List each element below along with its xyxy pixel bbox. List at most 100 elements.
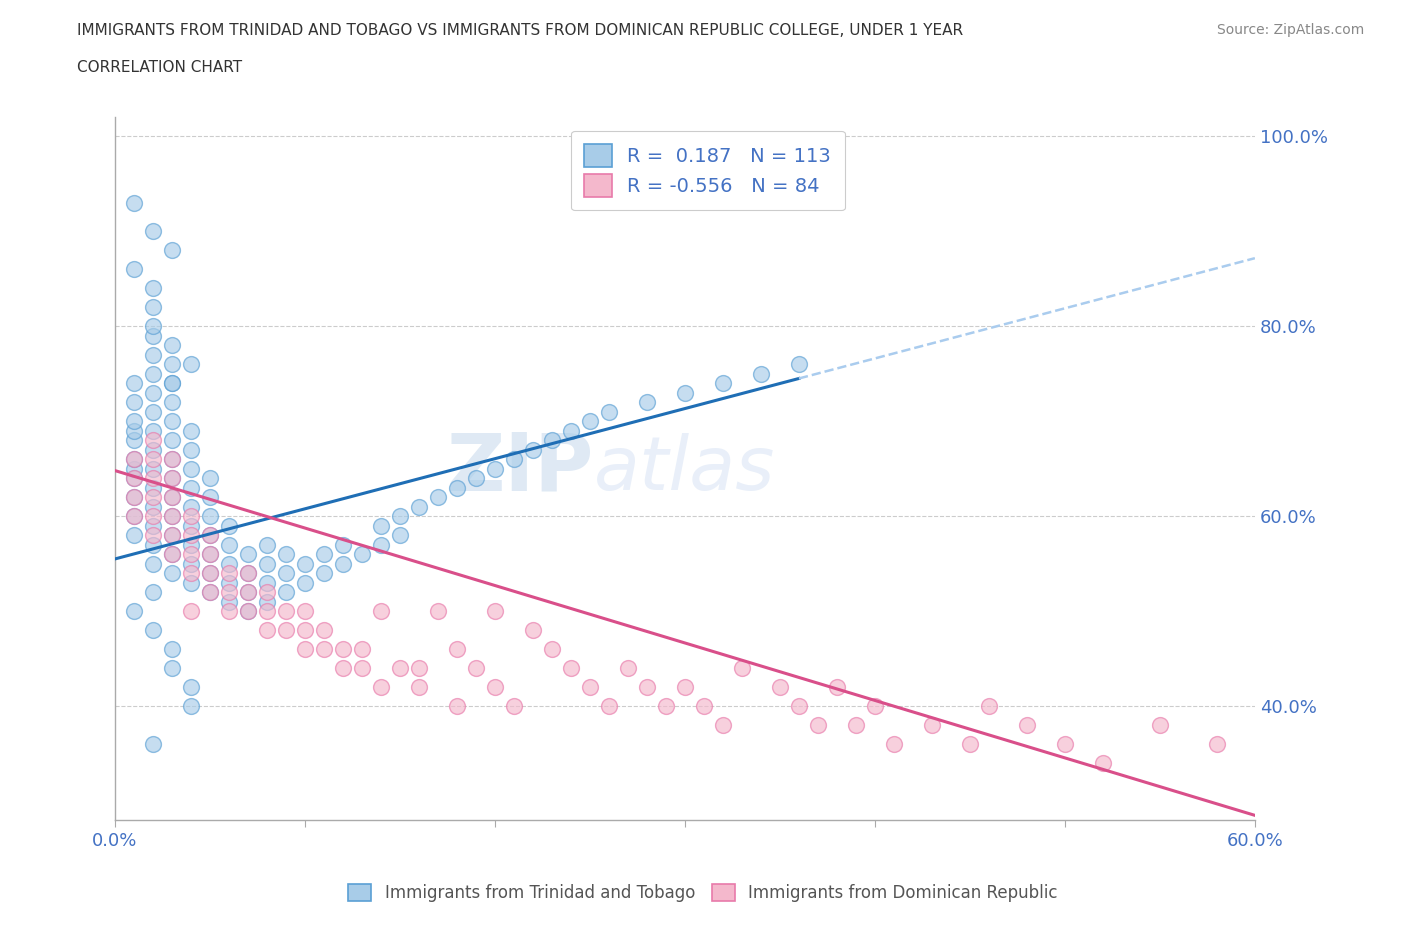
- Point: [142, 299, 165, 314]
- Point: [160, 338, 183, 352]
- Point: [465, 471, 488, 485]
- Point: [142, 432, 165, 447]
- Point: [256, 538, 278, 552]
- Text: Source: ZipAtlas.com: Source: ZipAtlas.com: [1216, 23, 1364, 37]
- Point: [142, 385, 165, 400]
- Point: [388, 509, 411, 524]
- Point: [198, 490, 221, 505]
- Point: [180, 576, 202, 591]
- Point: [142, 461, 165, 476]
- Point: [1149, 718, 1171, 733]
- Point: [142, 471, 165, 485]
- Point: [198, 547, 221, 562]
- Point: [180, 538, 202, 552]
- Point: [388, 527, 411, 542]
- Point: [787, 357, 810, 372]
- Point: [560, 660, 582, 675]
- Point: [122, 509, 145, 524]
- Point: [388, 660, 411, 675]
- Point: [579, 414, 602, 429]
- Point: [655, 698, 678, 713]
- Point: [160, 490, 183, 505]
- Point: [142, 490, 165, 505]
- Point: [256, 623, 278, 638]
- Point: [142, 281, 165, 296]
- Point: [160, 527, 183, 542]
- Point: [408, 499, 430, 514]
- Point: [122, 471, 145, 485]
- Point: [160, 471, 183, 485]
- Point: [160, 471, 183, 485]
- Point: [522, 443, 544, 458]
- Point: [198, 527, 221, 542]
- Point: [636, 394, 658, 409]
- Legend: Immigrants from Trinidad and Tobago, Immigrants from Dominican Republic: Immigrants from Trinidad and Tobago, Imm…: [340, 876, 1066, 910]
- Point: [122, 432, 145, 447]
- Point: [122, 394, 145, 409]
- Point: [350, 547, 373, 562]
- Point: [142, 366, 165, 381]
- Point: [560, 423, 582, 438]
- Point: [218, 604, 240, 618]
- Point: [274, 604, 297, 618]
- Point: [769, 680, 792, 695]
- Point: [122, 527, 145, 542]
- Point: [236, 565, 259, 580]
- Point: [274, 623, 297, 638]
- Point: [370, 518, 392, 533]
- Point: [236, 585, 259, 600]
- Point: [749, 366, 772, 381]
- Point: [160, 490, 183, 505]
- Point: [180, 527, 202, 542]
- Point: [484, 604, 506, 618]
- Point: [522, 623, 544, 638]
- Point: [787, 698, 810, 713]
- Point: [503, 698, 526, 713]
- Point: [160, 243, 183, 258]
- Point: [142, 347, 165, 362]
- Point: [142, 527, 165, 542]
- Point: [122, 452, 145, 467]
- Point: [256, 576, 278, 591]
- Point: [294, 556, 316, 571]
- Point: [122, 195, 145, 210]
- Point: [274, 585, 297, 600]
- Point: [142, 328, 165, 343]
- Point: [1205, 737, 1227, 751]
- Point: [598, 405, 620, 419]
- Point: [1053, 737, 1076, 751]
- Point: [370, 680, 392, 695]
- Point: [825, 680, 848, 695]
- Point: [180, 443, 202, 458]
- Point: [160, 547, 183, 562]
- Point: [977, 698, 1000, 713]
- Point: [160, 432, 183, 447]
- Point: [122, 262, 145, 277]
- Point: [142, 499, 165, 514]
- Point: [673, 385, 696, 400]
- Point: [142, 319, 165, 334]
- Point: [218, 556, 240, 571]
- Text: IMMIGRANTS FROM TRINIDAD AND TOBAGO VS IMMIGRANTS FROM DOMINICAN REPUBLIC COLLEG: IMMIGRANTS FROM TRINIDAD AND TOBAGO VS I…: [77, 23, 963, 38]
- Point: [142, 585, 165, 600]
- Point: [122, 490, 145, 505]
- Point: [218, 538, 240, 552]
- Point: [218, 585, 240, 600]
- Point: [332, 660, 354, 675]
- Point: [294, 604, 316, 618]
- Text: CORRELATION CHART: CORRELATION CHART: [77, 60, 242, 75]
- Point: [122, 471, 145, 485]
- Point: [180, 518, 202, 533]
- Point: [122, 490, 145, 505]
- Point: [598, 698, 620, 713]
- Point: [294, 642, 316, 657]
- Point: [863, 698, 886, 713]
- Point: [236, 585, 259, 600]
- Point: [160, 357, 183, 372]
- Point: [274, 565, 297, 580]
- Point: [236, 604, 259, 618]
- Point: [142, 509, 165, 524]
- Point: [294, 623, 316, 638]
- Point: [198, 471, 221, 485]
- Point: [465, 660, 488, 675]
